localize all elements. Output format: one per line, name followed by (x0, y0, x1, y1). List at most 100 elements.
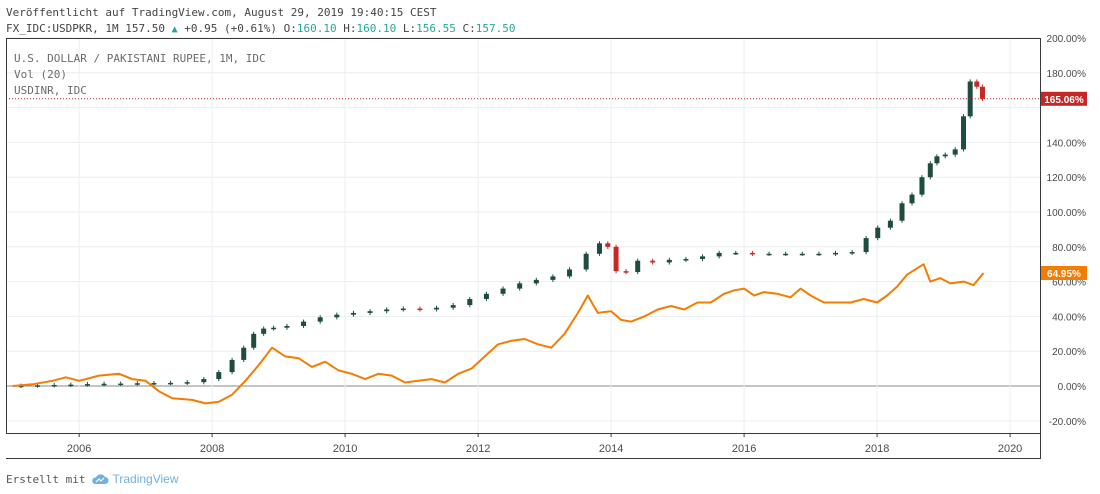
x-tick-label: 2008 (200, 443, 224, 455)
legend-main-series: U.S. DOLLAR / PAKISTANI RUPEE, 1M, IDC (14, 52, 266, 65)
candle-body[interactable] (833, 252, 839, 255)
candle-body[interactable] (134, 383, 140, 385)
high-label: H: (343, 22, 357, 35)
candle-body[interactable] (400, 308, 406, 311)
usdinr-series-line[interactable] (12, 263, 985, 405)
candle-body[interactable] (517, 283, 523, 289)
symbol-ohlc-line: FX_IDC:USDPKR, 1M 157.50 ▲ +0.95 (+0.61%… (6, 22, 515, 35)
candle-body[interactable] (317, 317, 323, 322)
usdpkr-last-value-badge-bg (1041, 91, 1087, 106)
plot-frame (6, 38, 1040, 434)
candle-body[interactable] (261, 328, 267, 334)
candle-body[interactable] (613, 246, 619, 272)
candle-body[interactable] (683, 258, 689, 261)
candle-body[interactable] (967, 81, 973, 117)
candle-body[interactable] (899, 203, 905, 221)
candle-body[interactable] (623, 271, 629, 273)
candle-body[interactable] (241, 347, 247, 360)
candle-body[interactable] (961, 116, 967, 150)
candle-body[interactable] (271, 327, 277, 330)
candle-body[interactable] (201, 379, 207, 383)
candle-body[interactable] (84, 384, 90, 386)
y-tick-label: 0.00% (1058, 382, 1086, 393)
candle-body[interactable] (934, 156, 940, 164)
legend-volume: Vol (20) (14, 68, 67, 81)
change-value: +0.95 (+0.61%) (184, 22, 277, 35)
open-label: O: (283, 22, 297, 35)
up-triangle-icon: ▲ (171, 24, 178, 35)
candle-body[interactable] (799, 253, 805, 256)
candle-body[interactable] (467, 299, 473, 306)
candle-body[interactable] (875, 227, 881, 239)
candle-body[interactable] (919, 177, 925, 195)
candle-body[interactable] (952, 149, 958, 155)
candle-body[interactable] (216, 372, 222, 380)
candle-body[interactable] (184, 382, 190, 384)
candle-body[interactable] (749, 252, 755, 255)
candle-body[interactable] (766, 253, 772, 256)
candle-body[interactable] (450, 305, 456, 308)
candle-body[interactable] (168, 382, 174, 385)
candle-body[interactable] (334, 314, 340, 318)
candle-body[interactable] (979, 86, 985, 99)
candle-body[interactable] (666, 259, 672, 263)
candle-body[interactable] (101, 383, 107, 386)
published-line: Veröffentlicht auf TradingView.com, Augu… (6, 6, 437, 19)
candle-body[interactable] (849, 252, 855, 254)
created-with-label: Erstellt mit (6, 472, 86, 486)
y-tick-label: -20.00% (1049, 417, 1086, 428)
candle-body[interactable] (567, 269, 573, 277)
candle-body[interactable] (500, 288, 506, 294)
candle-body[interactable] (118, 383, 124, 386)
candle-body[interactable] (927, 163, 933, 178)
x-tick-label: 2006 (67, 443, 91, 455)
tradingview-logo[interactable]: TradingView (91, 472, 179, 486)
candle-body[interactable] (35, 385, 41, 387)
candle-body[interactable] (733, 252, 739, 255)
candle-body[interactable] (816, 253, 822, 256)
candle-body[interactable] (68, 384, 74, 387)
candle-body[interactable] (583, 253, 589, 270)
candle-body[interactable] (18, 385, 24, 388)
x-tick-label: 2018 (865, 443, 889, 455)
candle-body[interactable] (942, 154, 948, 157)
candle-body[interactable] (284, 325, 290, 328)
tradingview-brand-label: TradingView (112, 472, 179, 486)
candle-body[interactable] (533, 279, 539, 284)
usdinr-last-value-badge-bg (1041, 265, 1087, 280)
candle-body[interactable] (367, 311, 373, 313)
candle-body[interactable] (384, 309, 390, 312)
candle-body[interactable] (151, 383, 157, 385)
candle-body[interactable] (909, 194, 915, 204)
candle-body[interactable] (974, 81, 980, 87)
candle-body[interactable] (596, 243, 602, 254)
candle-body[interactable] (301, 321, 307, 326)
candle-body[interactable] (650, 260, 656, 263)
candle-body[interactable] (483, 293, 489, 300)
candle-body[interactable] (783, 253, 789, 256)
legend-usdinr: USDINR, IDC (14, 84, 87, 97)
candle-body[interactable] (417, 308, 423, 311)
candle-body[interactable] (229, 359, 235, 373)
candle-body[interactable] (700, 256, 706, 259)
y-tick-label: 180.00% (1047, 69, 1087, 80)
candle-body[interactable] (716, 252, 722, 257)
candle-body[interactable] (605, 243, 611, 247)
close-label: C: (462, 22, 476, 35)
candle-body[interactable] (350, 312, 356, 315)
close-value: 157.50 (475, 22, 516, 35)
x-tick-label: 2010 (333, 443, 357, 455)
open-value: 160.10 (296, 22, 337, 35)
candle-body[interactable] (51, 384, 57, 387)
candle-body[interactable] (434, 307, 440, 310)
candle-body[interactable] (550, 276, 556, 280)
symbol-label: FX_IDC:USDPKR, 1M 157.50 (6, 22, 165, 35)
candle-body[interactable] (863, 238, 869, 253)
low-value: 156.55 (416, 22, 456, 35)
candle-body[interactable] (635, 260, 641, 273)
candle-body[interactable] (251, 333, 257, 348)
candle-body[interactable] (887, 220, 893, 228)
y-tick-label: 60.00% (1052, 278, 1086, 289)
y-axis-border (1040, 38, 1041, 458)
